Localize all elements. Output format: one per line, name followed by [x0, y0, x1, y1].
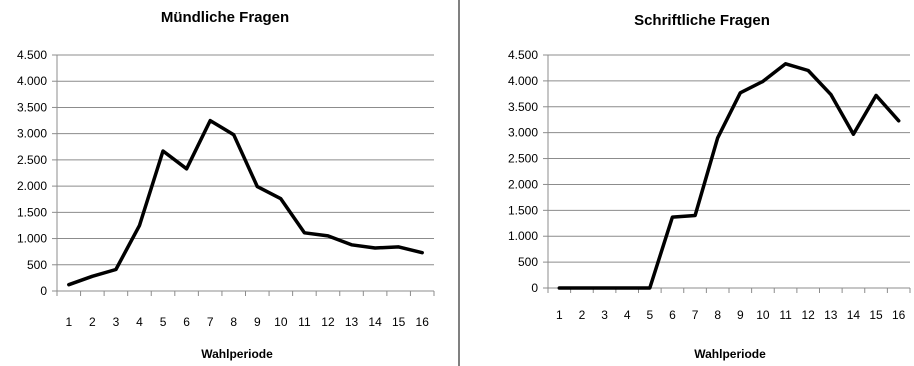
x-tick-label: 5: [160, 315, 167, 329]
x-tick-label: 12: [802, 308, 816, 322]
x-tick-label: 2: [579, 308, 586, 322]
y-tick-label: 1.500: [508, 203, 538, 217]
y-tick-label: 0: [531, 281, 538, 295]
y-tick-label: 500: [518, 255, 538, 269]
series-line: [557, 62, 901, 290]
x-tick-label: 1: [65, 315, 72, 329]
x-tick-label: 4: [624, 308, 631, 322]
x-tick-label: 16: [416, 315, 430, 329]
y-tick-label: 4.500: [508, 48, 538, 62]
x-tick-label: 13: [824, 308, 838, 322]
y-tick-label: 500: [27, 258, 47, 272]
y-tick-label: 2.500: [508, 152, 538, 166]
x-tick-label: 7: [692, 308, 699, 322]
x-tick-label: 5: [646, 308, 653, 322]
gridlines: [548, 54, 910, 263]
x-tick-label: 15: [869, 308, 883, 322]
y-tick-label: 4.000: [508, 74, 538, 88]
y-tick-label: 3.000: [17, 127, 47, 141]
x-axis-label: Wahlperiode: [694, 347, 766, 361]
x-tick-label: 12: [321, 315, 335, 329]
x-tick-label: 3: [113, 315, 120, 329]
x-tick-labels: 1 2 3 4 5 6 7 8 9 10 11 12 13 14 15 16: [65, 315, 429, 329]
series-layer: [557, 62, 901, 290]
x-tick-label: 2: [89, 315, 96, 329]
x-tick-label: 1: [556, 308, 563, 322]
x-tick-label: 9: [737, 308, 744, 322]
y-tick-label: 4.000: [17, 74, 47, 88]
x-axis-label: Wahlperiode: [201, 347, 273, 361]
x-tick-label: 4: [136, 315, 143, 329]
series-line: [67, 118, 424, 287]
x-tick-label: 6: [183, 315, 190, 329]
y-tick-labels: 0 500 1.000 1.500 2.000 2.500 3.000 3.500 4.000 4…: [17, 48, 47, 298]
y-tick-label: 1.000: [17, 232, 47, 246]
x-tick-label: 9: [254, 315, 261, 329]
x-tick-label: 7: [207, 315, 214, 329]
x-tick-label: 8: [714, 308, 721, 322]
series-layer: [67, 118, 424, 287]
axes: [52, 54, 435, 296]
chart-muendliche-fragen: Mündliche Fragen 0 500 1.000 1.500 2.000 2.50…: [17, 9, 435, 361]
y-tick-label: 0: [40, 284, 47, 298]
x-tick-label: 11: [298, 315, 311, 329]
y-tick-label: 1.500: [17, 205, 47, 219]
axes: [543, 54, 911, 293]
chart-title: Mündliche Fragen: [161, 9, 289, 26]
x-tick-label: 15: [392, 315, 406, 329]
y-tick-label: 2.000: [17, 179, 47, 193]
x-tick-label: 11: [779, 308, 792, 322]
y-tick-label: 1.000: [508, 229, 538, 243]
y-tick-label: 3.500: [17, 100, 47, 114]
chart-schriftliche-fragen: Schriftliche Fragen 0 500 1.000 1.500 2.000 2…: [508, 12, 911, 361]
y-tick-label: 3.000: [508, 126, 538, 140]
x-tick-label: 10: [274, 315, 288, 329]
y-tick-labels: 0 500 1.000 1.500 2.000 2.500 3.000 3.500 4.000 4…: [508, 48, 538, 295]
x-tick-label: 14: [368, 315, 382, 329]
chart-title: Schriftliche Fragen: [634, 12, 770, 29]
x-tick-labels: 1 2 3 4 5 6 7 8 9 10 11 12 13 14 15 16: [556, 308, 906, 322]
y-tick-label: 2.000: [508, 177, 538, 191]
x-tick-label: 14: [847, 308, 861, 322]
x-tick-label: 13: [345, 315, 359, 329]
y-tick-label: 3.500: [508, 100, 538, 114]
x-tick-label: 6: [669, 308, 676, 322]
y-tick-label: 2.500: [17, 153, 47, 167]
x-tick-label: 8: [230, 315, 237, 329]
x-tick-label: 3: [601, 308, 608, 322]
x-tick-label: 10: [756, 308, 770, 322]
x-tick-label: 16: [892, 308, 906, 322]
y-tick-label: 4.500: [17, 48, 47, 62]
